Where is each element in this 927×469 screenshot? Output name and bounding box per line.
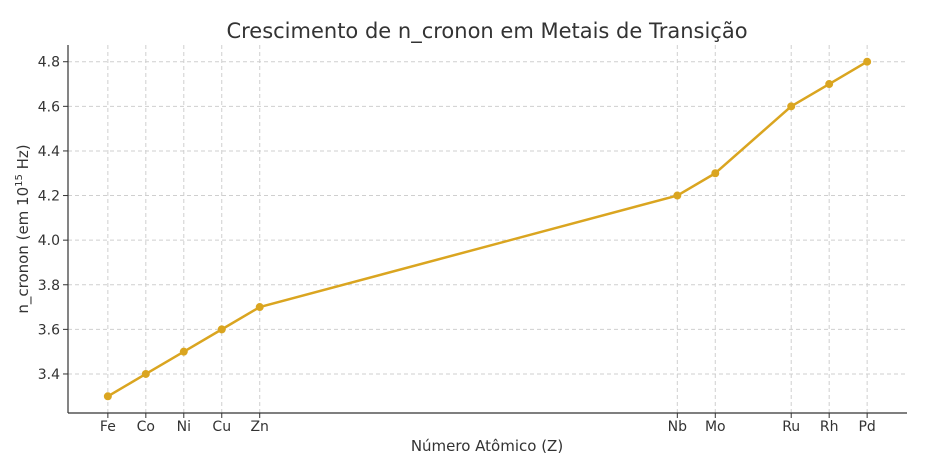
grid-layer [68, 45, 907, 413]
data-point-ru [787, 102, 796, 111]
series-layer [103, 57, 872, 401]
x-tick-label-3: Cu [212, 419, 231, 435]
y-axis-label-prefix: n_cronon (em 10 [14, 187, 33, 314]
y-axis-label-suffix: Hz) [14, 144, 32, 174]
series-line [107, 60, 868, 398]
data-point-rh [825, 80, 834, 89]
data-point-ni [179, 347, 188, 356]
data-point-co [141, 369, 150, 378]
x-tick-label-5: Nb [668, 419, 687, 435]
y-tick-label-7: 4.8 [38, 55, 60, 71]
x-tick-label-7: Ru [782, 419, 800, 435]
y-tick-label-0: 3.4 [38, 367, 60, 383]
data-point-pd [863, 57, 872, 66]
y-tick-label-5: 4.4 [38, 144, 60, 160]
y-tick-label-4: 4.2 [38, 189, 60, 205]
data-point-nb [673, 191, 682, 200]
x-tick-label-0: Fe [100, 419, 116, 435]
x-tick-label-6: Mo [705, 419, 726, 435]
ticks-layer: Fe Co Ni Cu Zn Nb Mo Ru Rh Pd 3.4 3.6 3.8 4.0 4.2 4.4 4.… [38, 55, 876, 435]
axis-layer [67, 45, 907, 414]
y-axis-label: n_cronon (em 1015 Hz) [14, 144, 33, 313]
chart-title: Crescimento de n_cronon em Metais de Tra… [226, 19, 747, 44]
y-tick-label-1: 3.6 [38, 322, 60, 338]
x-axis-label: Número Atômico (Z) [411, 437, 563, 455]
x-tick-label-8: Rh [820, 419, 839, 435]
x-tick-label-2: Ni [177, 419, 191, 435]
x-tick-label-9: Pd [858, 419, 875, 435]
data-point-cu [217, 325, 226, 334]
data-point-zn [255, 303, 264, 312]
data-point-fe [103, 392, 112, 401]
x-tick-label-1: Co [137, 419, 155, 435]
y-tick-label-3: 4.0 [38, 233, 60, 249]
x-tick-label-4: Zn [250, 419, 268, 435]
y-tick-label-6: 4.6 [38, 99, 60, 115]
y-axis-label-exponent: 15 [14, 174, 25, 187]
y-tick-label-2: 3.8 [38, 278, 60, 294]
data-point-mo [711, 169, 720, 178]
